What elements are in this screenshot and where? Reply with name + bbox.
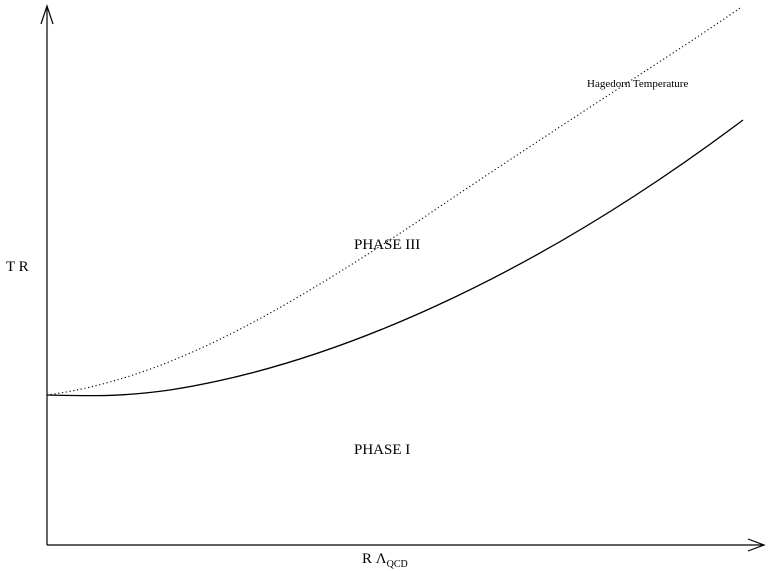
x-axis-arrowhead xyxy=(747,538,766,552)
x-axis-label-main: R Λ xyxy=(362,551,387,567)
hagedorn-temperature-curve xyxy=(46,7,741,396)
phase-transition-curve xyxy=(46,119,744,397)
x-axis-label: R ΛQCD xyxy=(362,551,408,570)
phase-iii-label: PHASE III xyxy=(354,237,420,253)
x-axis-label-subscript: QCD xyxy=(387,559,408,570)
phase-i-label: PHASE I xyxy=(354,442,410,458)
hagedorn-temperature-label: Hagedorn Temperature xyxy=(587,78,688,90)
y-axis-label: T R xyxy=(6,259,29,275)
y-axis-arrowhead xyxy=(40,4,54,25)
